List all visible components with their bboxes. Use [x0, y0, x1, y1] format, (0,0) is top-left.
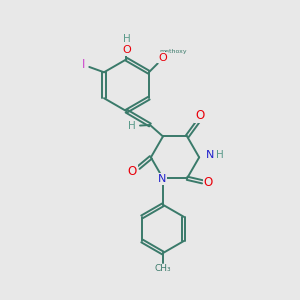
Text: N: N [158, 174, 166, 184]
Text: H: H [123, 34, 130, 44]
Text: CH₃: CH₃ [154, 265, 171, 274]
Text: O: O [195, 109, 204, 122]
Text: O: O [122, 46, 131, 56]
Text: N: N [206, 150, 214, 160]
Text: O: O [204, 176, 213, 189]
Text: O: O [128, 165, 137, 178]
Text: I: I [82, 58, 86, 71]
Text: H: H [217, 150, 224, 160]
Text: O: O [158, 52, 167, 62]
Text: methoxy: methoxy [160, 49, 188, 54]
Text: H: H [128, 122, 136, 131]
